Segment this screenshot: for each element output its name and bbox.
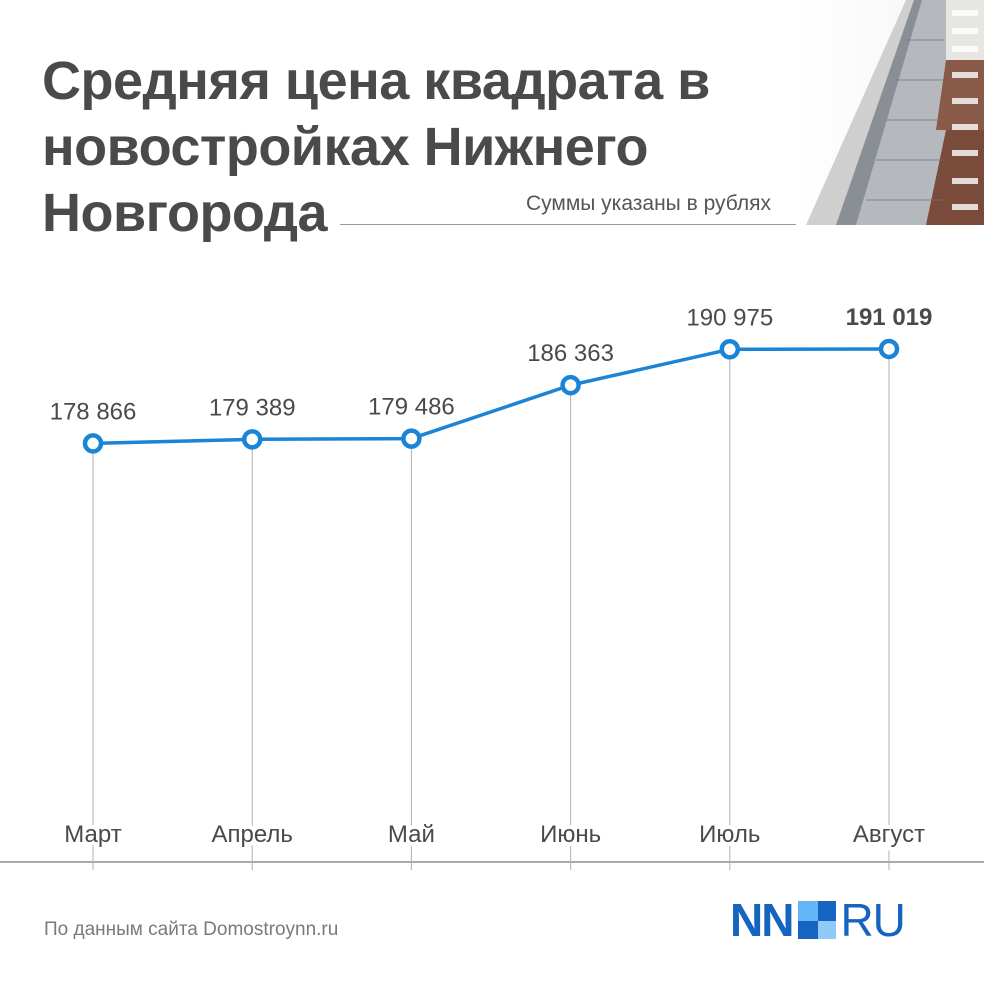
data-point [878, 338, 900, 360]
x-tick-label: Август [853, 821, 925, 848]
data-point [82, 433, 104, 454]
x-tick-label: Июнь [540, 821, 601, 848]
data-label: 179 389 [209, 394, 296, 421]
chart-title: Средняя цена квадрата в новостройках Ниж… [42, 51, 710, 243]
nn-ru-logo: NN RU [730, 894, 906, 946]
x-tick-label: Март [64, 821, 121, 848]
data-point [560, 374, 581, 396]
data-label: 186 363 [527, 340, 614, 367]
logo-ru-text: RU [840, 894, 905, 946]
logo-nn-text: NN [730, 894, 794, 946]
logo-square-icon [798, 901, 837, 939]
chart-subtitle: Суммы указаны в рублях [525, 192, 771, 215]
x-tick-label: Июль [699, 821, 760, 848]
data-point [401, 428, 422, 449]
data-label: 179 486 [368, 394, 455, 421]
data-label: 191 019 [846, 304, 933, 331]
series-line [92, 347, 890, 446]
data-point [241, 429, 263, 450]
x-tick-label: Май [388, 821, 435, 848]
x-tick-label: Апрель [211, 821, 292, 848]
source-note: По данным сайта Domostroynn.ru [44, 919, 339, 940]
data-label: 178 866 [50, 398, 137, 425]
data-point [719, 339, 741, 360]
data-label: 190 975 [686, 304, 773, 331]
building-photo [796, 0, 984, 225]
header-divider [340, 224, 984, 225]
